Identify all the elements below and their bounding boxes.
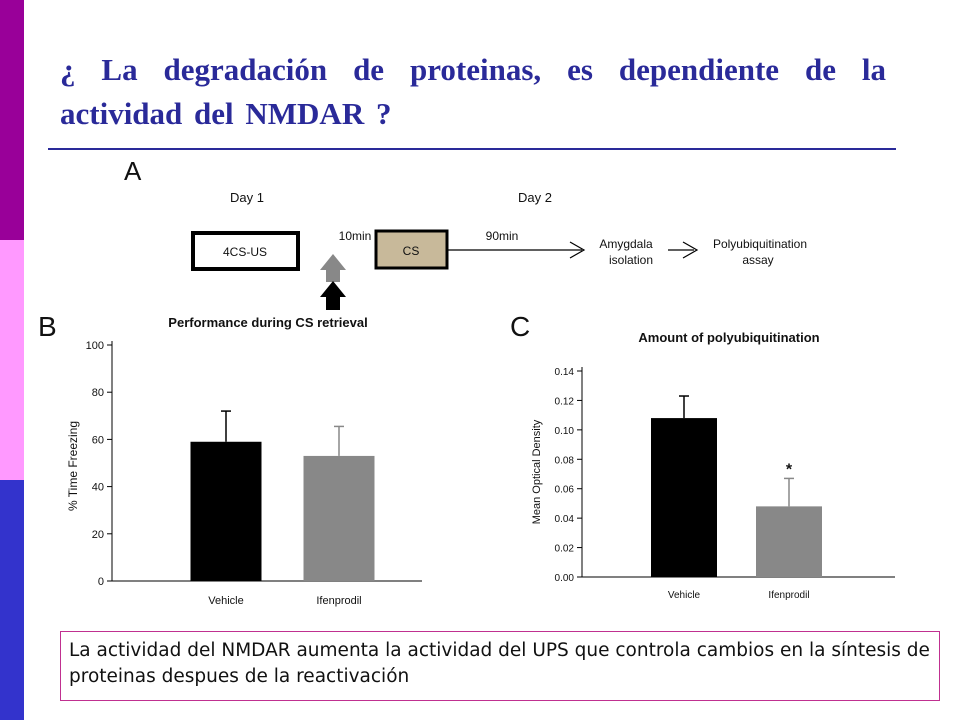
accent-stripe-middle [0, 240, 24, 480]
training-box-label: 4CS-US [223, 245, 267, 259]
y-tick-label: 100 [86, 340, 104, 352]
y-tick-label: 60 [92, 434, 104, 446]
y-axis-label: Mean Optical Density [531, 419, 543, 524]
panel-letter-a: A [124, 156, 142, 186]
interval1-label: 10min [339, 229, 372, 243]
y-axis-label: % Time Freezing [66, 421, 80, 511]
significance-marker: * [786, 461, 793, 478]
polyubiquitination-chart: C Amount of polyubiquitination Mean Opti… [510, 311, 895, 601]
up-arrow-icon [320, 281, 346, 310]
y-tick-label: 0.06 [555, 485, 575, 496]
title-divider [48, 148, 896, 150]
retrieval-box-label: CS [403, 244, 420, 258]
step3-label-line2: isolation [609, 253, 653, 267]
chart-title: Performance during CS retrieval [168, 315, 367, 330]
y-tick-label: 0.12 [555, 396, 575, 407]
arrowhead-icon [569, 241, 586, 259]
protocol-diagram: A Day 1 Day 2 4CS-US 10min CS 90min Amyg… [124, 156, 807, 310]
panel-letter-b: B [38, 311, 57, 342]
bar-vehicle [651, 418, 717, 577]
bar-vehicle [190, 441, 262, 581]
y-tick-label: 20 [92, 529, 104, 541]
y-tick-label: 0.14 [555, 367, 575, 378]
interval2-label: 90min [486, 229, 519, 243]
y-tick-label: 40 [92, 482, 104, 494]
arrowhead-icon [682, 241, 699, 259]
y-tick-label: 0.08 [555, 455, 575, 466]
freezing-chart: B Performance during CS retrieval % Time… [38, 311, 422, 607]
chart-title: Amount of polyubiquitination [638, 330, 819, 345]
x-tick-label: Vehicle [668, 590, 701, 601]
step3-label-line1: Amygdala [599, 237, 653, 251]
panel-letter-c: C [510, 311, 530, 342]
y-tick-label: 80 [92, 387, 104, 399]
bar-ifenprodil [756, 506, 822, 577]
slide-title: ¿ La degradación de proteinas, es depend… [60, 52, 886, 131]
y-tick-label: 0 [98, 576, 104, 588]
conclusion-caption: La actividad del NMDAR aumenta la activi… [60, 631, 940, 701]
x-tick-label: Ifenprodil [768, 590, 809, 601]
y-tick-label: 0.04 [555, 514, 575, 525]
y-tick-label: 0.10 [555, 426, 575, 437]
x-tick-label: Vehicle [208, 595, 243, 607]
accent-stripe-top [0, 0, 24, 240]
accent-stripe-bottom [0, 480, 24, 720]
up-arrow-icon [320, 254, 346, 282]
day1-label: Day 1 [230, 190, 264, 205]
step4-label-line2: assay [742, 253, 773, 267]
training-box [191, 231, 300, 271]
y-tick-label: 0.00 [555, 573, 575, 584]
step4-label-line1: Polyubiquitination [713, 237, 807, 251]
y-tick-label: 0.02 [555, 544, 575, 555]
x-tick-label: Ifenprodil [316, 595, 361, 607]
day2-label: Day 2 [518, 190, 552, 205]
bar-ifenprodil [303, 455, 375, 581]
